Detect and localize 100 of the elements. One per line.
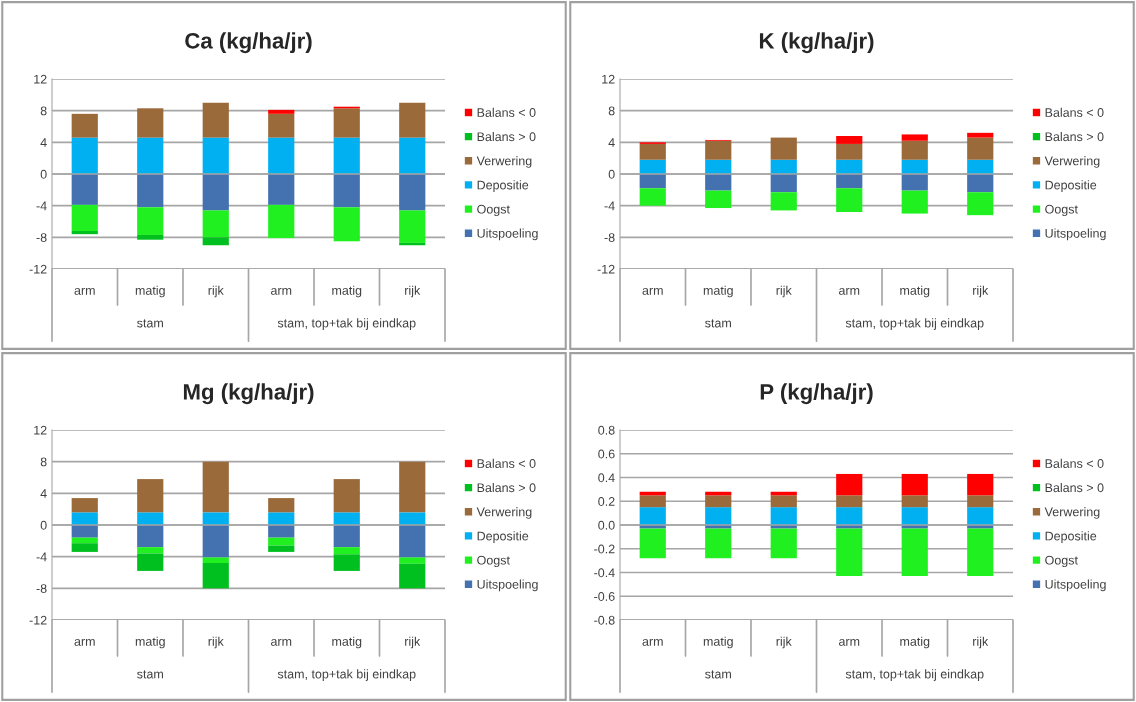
x-tick-label: rijk [776,285,792,298]
y-tick-label: -0.2 [594,544,615,554]
y-tick-label: -8 [604,233,615,242]
legend-label: Uitspoeling [477,228,538,241]
legend-label: Balans < 0 [1045,458,1104,468]
bar [268,204,295,239]
x-tick-label: matig [332,636,362,649]
bar [705,159,732,174]
x-tick-label: matig [703,636,733,649]
bar [137,207,164,235]
bar [836,528,863,577]
x-tick-label: rijk [405,285,421,298]
x-tick-label: arm [271,288,292,295]
bar [639,174,666,189]
legend-label: Uitspoeling [1045,228,1106,241]
bar [399,563,426,589]
text: stam [137,670,163,679]
y-tick-label: 12 [602,74,615,84]
bar [71,204,98,231]
y-tick-label: 4 [40,489,47,498]
y-tick-label: 0 [40,520,47,530]
bar [202,102,229,138]
bar [202,174,229,211]
x-tick-label: arm [642,639,663,646]
bar [202,563,229,589]
legend-label: Verwering [1044,507,1100,519]
legend-label: Balans > 0 [477,482,536,493]
y-tick-label: 0.2 [598,497,615,506]
y-tick-label: -8 [36,584,47,593]
x-tick-label: arm [839,639,860,646]
bar [268,174,295,205]
x-tick-label: matig [703,285,733,298]
x-tick-label: matig [135,285,165,298]
x-tick-label: matig [135,636,165,649]
bar [399,461,426,513]
chart-title: Mg (kg/ha/jr) [183,383,314,405]
legend-label: Balans < 0 [1045,107,1104,117]
bar [202,237,229,246]
bar [268,537,295,546]
y-tick-label: 8 [40,106,47,116]
legend-label: Oogst [477,555,510,568]
x-tick-label: rijk [776,636,792,649]
legend-label: Depositie [477,531,529,543]
bar [268,137,295,174]
chart-title: K (kg/ha/jr) [759,32,874,54]
legend-label: Uitspoeling [477,579,538,592]
bar [137,108,164,138]
text: stam [705,319,731,328]
x-tick-label: matig [332,285,362,298]
bar [137,525,164,548]
y-tick-label: -0.6 [594,592,615,601]
bar [333,207,360,242]
legend-label: Verwering [1044,156,1100,168]
bar [268,109,295,114]
x-tick-label: rijk [973,285,989,298]
bar [770,507,797,525]
legend-label: Verwering [476,507,532,519]
bar [202,557,229,563]
bar [333,554,360,571]
bar [836,174,863,189]
bar [333,137,360,174]
bar [202,461,229,513]
bar [333,525,360,548]
bar [71,512,98,525]
bar [333,479,360,513]
y-tick-label: -4 [36,552,47,562]
bar [967,495,994,508]
text: stam, top+tak bij eindkap [845,669,984,681]
bar [71,174,98,205]
bar [705,190,732,209]
bar [71,113,98,138]
chart-title: P (kg/ha/jr) [760,383,873,405]
bar [399,557,426,564]
bar [967,473,994,496]
bar [967,137,994,160]
x-tick-label: rijk [208,285,224,298]
y-tick-label: -12 [597,264,615,274]
bar [901,473,928,496]
bar [137,547,164,554]
bar [202,512,229,525]
y-tick-label: 0.0 [598,520,615,530]
y-tick-label: -12 [29,264,47,274]
bar [901,507,928,525]
bar [71,543,98,552]
bar [901,140,928,160]
bar [901,174,928,191]
bar [770,159,797,174]
bar [333,547,360,555]
legend-label: Balans > 0 [1045,482,1104,493]
bar [901,134,928,141]
y-tick-label: 0 [608,169,615,179]
bar [333,108,360,138]
bar [901,495,928,508]
y-tick-label: 0 [40,169,47,179]
bar [268,113,295,138]
bar [967,132,994,138]
bar [137,174,164,208]
bar [137,479,164,513]
x-tick-label: arm [271,639,292,646]
y-tick-label: -0.4 [594,568,615,578]
